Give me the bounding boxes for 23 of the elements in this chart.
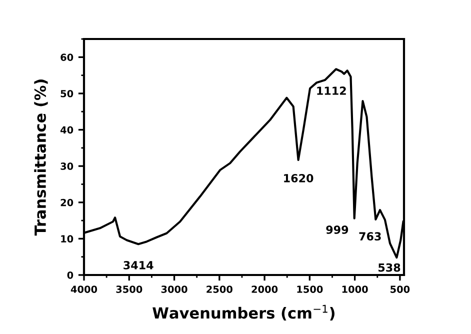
annotation: 1620 (284, 174, 314, 182)
x-tick-label: 1500 (297, 286, 323, 293)
annotation: 3414 (124, 261, 154, 270)
annotation: 999 (326, 226, 348, 234)
y-tick-label: 30 (60, 162, 74, 170)
annotation: 1112 (317, 86, 346, 95)
x-tick-label: 1000 (342, 286, 368, 293)
x-tick-label: 500 (390, 286, 410, 293)
x-tick-label: 3500 (116, 286, 142, 293)
x-tick-label: 2500 (206, 286, 232, 293)
x-tick-label: 4000 (70, 286, 98, 293)
x-tick-label: 2000 (252, 286, 278, 293)
x-axis-title: Wavenumbers (cm$^{−1}$) (152, 304, 334, 321)
annotation: 763 (359, 232, 381, 241)
annotation: 538 (378, 263, 400, 272)
y-tick-label: 0 (67, 271, 74, 279)
y-tick-label: 10 (61, 235, 74, 243)
x-tick-label: 3000 (161, 286, 188, 293)
y-tick-label: 50 (60, 90, 74, 98)
y-axis-title: Transmittance (%) (34, 80, 48, 236)
y-tick-label: 20 (60, 198, 74, 206)
y-tick-label: 60 (60, 54, 74, 61)
y-tick-label: 40 (60, 126, 74, 134)
